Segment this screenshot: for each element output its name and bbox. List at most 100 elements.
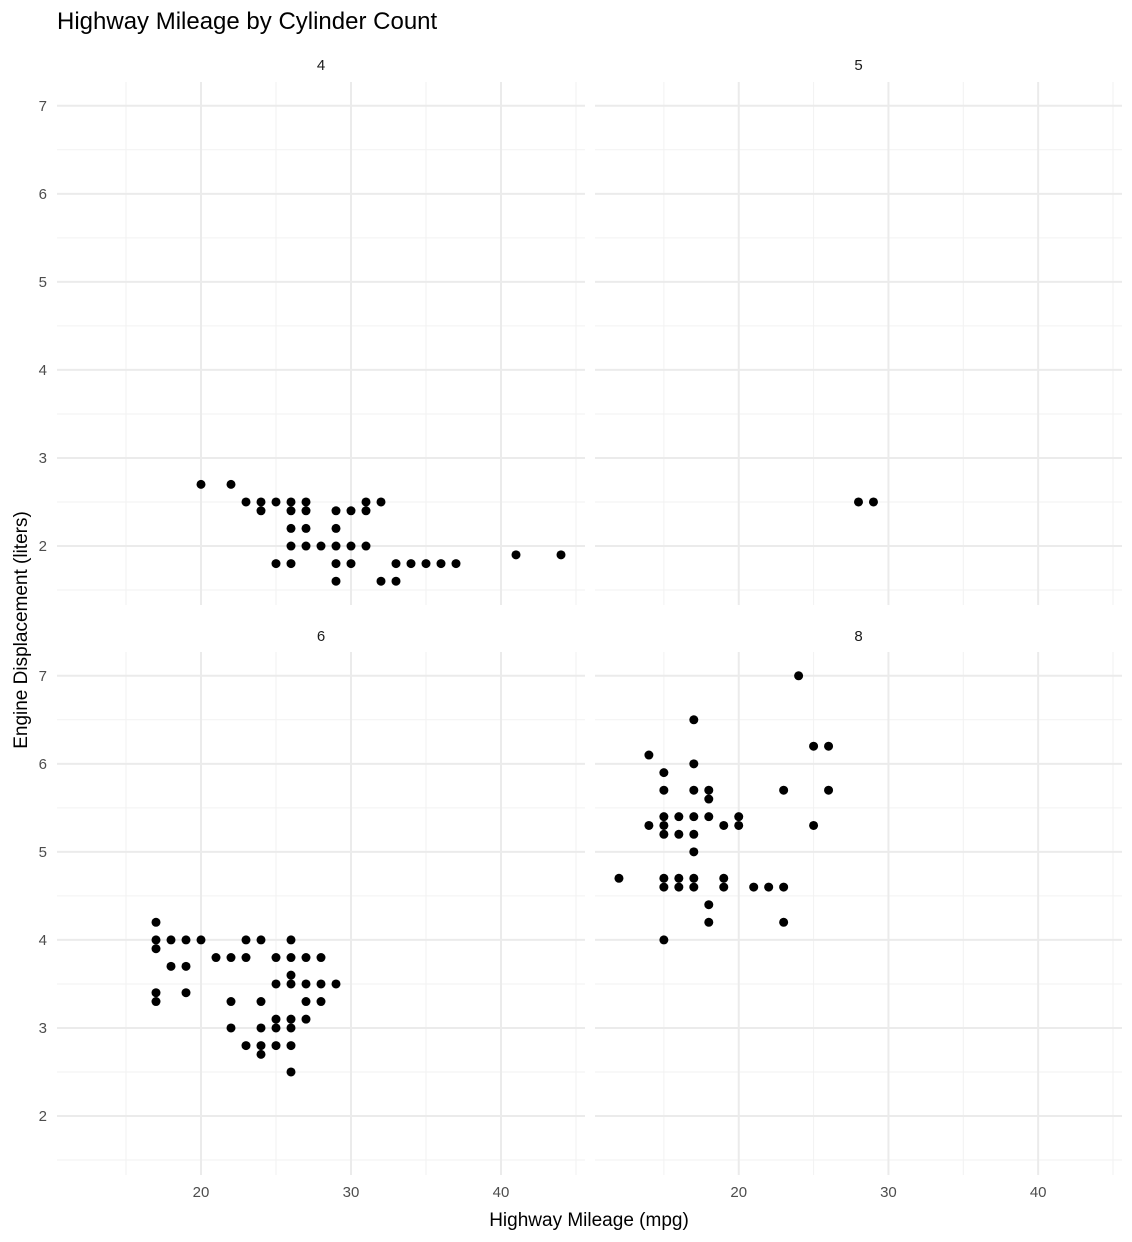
data-point [166,961,176,971]
data-point [704,785,714,795]
data-point [286,935,296,945]
data-point [659,785,669,795]
data-point [316,997,326,1007]
data-point [734,820,744,830]
data-point [749,882,759,892]
data-point [824,785,834,795]
facet-panel-4: 4 2 3 4 5 6 7 [39,57,585,605]
data-point [316,541,326,551]
data-point [331,559,341,569]
data-point [451,559,461,569]
data-point [301,506,311,516]
data-point [286,1023,296,1033]
data-point [286,970,296,980]
data-point [256,1041,266,1051]
data-point [256,497,266,507]
data-point [376,576,386,586]
data-point [779,917,789,927]
data-point [809,820,819,830]
data-point [644,820,654,830]
data-point [331,541,341,551]
data-point [226,953,236,963]
data-point [211,953,221,963]
data-point [256,1023,266,1033]
data-point [301,497,311,507]
data-point [331,576,341,586]
data-point [376,497,386,507]
y-tick-label: 2 [39,1108,47,1125]
data-point [689,873,699,883]
x-tick-label: 30 [880,1184,897,1201]
data-point [286,953,296,963]
data-point [256,506,266,516]
data-point [301,541,311,551]
data-point [764,882,774,892]
data-point [286,1014,296,1024]
data-point [256,935,266,945]
data-point [406,559,416,569]
data-point [271,953,281,963]
facet-panel-5: 5 [595,57,1122,605]
x-tick-label: 20 [193,1184,210,1201]
data-point [286,497,296,507]
data-point [659,812,669,822]
data-point [674,829,684,839]
data-point [181,935,191,945]
y-tick-label: 6 [39,756,47,773]
data-point [674,882,684,892]
data-point [346,541,356,551]
data-point [241,497,251,507]
data-point [241,1041,251,1051]
y-axis-title: Engine Displacement (liters) [11,511,32,749]
data-point [644,750,654,760]
facet-strip-label: 5 [854,57,862,74]
data-point [674,873,684,883]
data-point [271,559,281,569]
data-point [331,979,341,989]
data-point [256,1049,266,1059]
data-point [331,523,341,533]
data-point [689,812,699,822]
data-point [151,944,161,954]
data-point [794,671,804,681]
data-point [316,979,326,989]
data-point [779,882,789,892]
data-point [286,523,296,533]
data-point [226,997,236,1007]
data-point [734,812,744,822]
data-point [719,820,729,830]
data-point [271,1041,281,1051]
data-point [286,979,296,989]
y-tick-label: 7 [39,98,47,115]
data-point [271,1023,281,1033]
data-point [271,497,281,507]
data-point [301,523,311,533]
data-point [166,935,176,945]
data-point [674,812,684,822]
y-tick-label: 3 [39,1020,47,1037]
y-tick-label: 2 [39,538,47,555]
data-point [614,873,624,883]
facet-panel-6: 6 2 3 4 5 6 7 20 30 40 [39,628,585,1201]
data-point [689,785,699,795]
data-point [301,1014,311,1024]
data-point [689,847,699,857]
data-point [181,961,191,971]
y-tick-label: 4 [39,362,47,379]
data-point [196,479,206,489]
data-point [151,935,161,945]
data-point [241,953,251,963]
data-point [361,497,371,507]
data-point [301,979,311,989]
data-point [421,559,431,569]
data-point [854,497,863,507]
data-point [301,953,311,963]
y-tick-label: 3 [39,450,47,467]
y-tick-label: 5 [39,274,47,291]
chart-title: Highway Mileage by Cylinder Count [57,8,438,35]
data-point [809,741,819,751]
data-point [241,935,251,945]
data-point [659,935,669,945]
data-point [659,873,669,883]
